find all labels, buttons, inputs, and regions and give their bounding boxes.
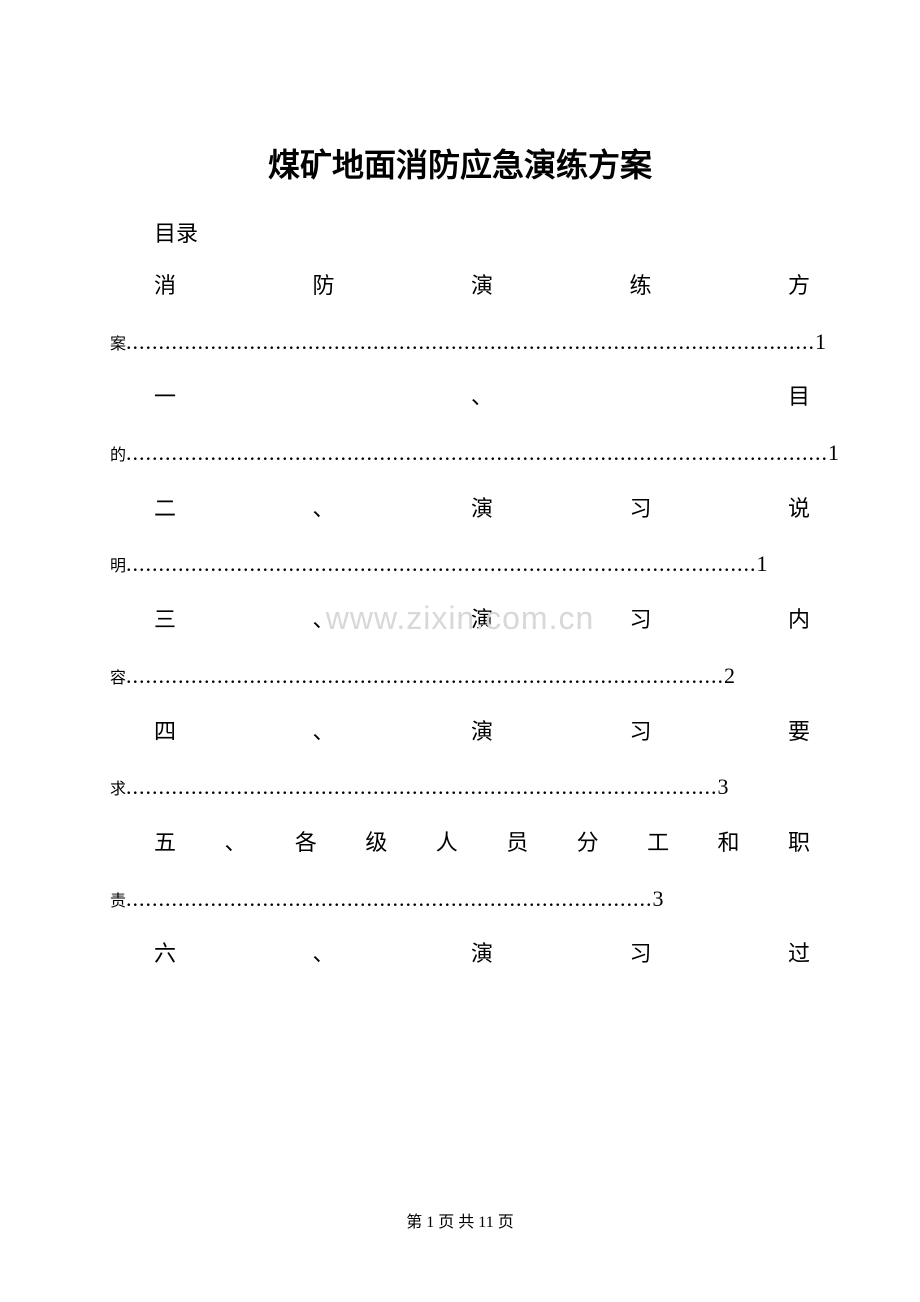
toc-entry-line2: 责.......................................… (110, 873, 810, 925)
toc-dots: ........................................… (126, 774, 730, 799)
toc-entry-line2: 容.......................................… (110, 650, 810, 702)
toc-entry-line1: 消防演练方 (110, 260, 810, 312)
toc-entry-line1: 五、各级人员分工和职 (110, 817, 810, 869)
toc-continuation-char: 责 (110, 893, 126, 910)
document-page: 煤矿地面消防应急演练方案 目录 消防演练方 案.................… (0, 0, 920, 980)
toc-continuation-char: 明 (110, 558, 126, 575)
toc-entry: 消防演练方 案.................................… (110, 260, 810, 367)
toc-entry: 六、演习过 (110, 928, 810, 980)
toc-entry: 五、各级人员分工和职 责............................… (110, 817, 810, 924)
document-title: 煤矿地面消防应急演练方案 (110, 140, 810, 186)
toc-label: 目录 (154, 216, 810, 248)
toc-entry-line1: 四、演习要 (110, 706, 810, 758)
toc-entry: 三、演习内 容.................................… (110, 594, 810, 701)
toc-entry-line2: 求.......................................… (110, 761, 810, 813)
toc-entry-line2: 明.......................................… (110, 538, 810, 590)
toc-continuation-char: 容 (110, 670, 126, 687)
toc-dots: ........................................… (126, 440, 840, 465)
toc-dots: ........................................… (126, 551, 769, 576)
toc-entry-line2: 的.......................................… (110, 427, 810, 479)
toc-entry-line1: 六、演习过 (110, 928, 810, 980)
toc-dots: ........................................… (126, 329, 827, 354)
toc-entry-line1: 一、目 (110, 371, 810, 423)
toc-entry-line2: 案.......................................… (110, 316, 810, 368)
toc-entry: 一、目 的...................................… (110, 371, 810, 478)
toc-entry-line1: 二、演习说 (110, 483, 810, 535)
toc-continuation-char: 求 (110, 781, 126, 798)
toc-entry-line1: 三、演习内 (110, 594, 810, 646)
toc-entry: 四、演习要 求.................................… (110, 706, 810, 813)
toc-dots: ........................................… (126, 886, 665, 911)
toc-entry: 二、演习说 明.................................… (110, 483, 810, 590)
toc-continuation-char: 案 (110, 336, 126, 353)
toc-dots: ........................................… (126, 663, 736, 688)
page-footer: 第 1 页 共 11 页 (0, 1208, 920, 1232)
toc-continuation-char: 的 (110, 447, 126, 464)
